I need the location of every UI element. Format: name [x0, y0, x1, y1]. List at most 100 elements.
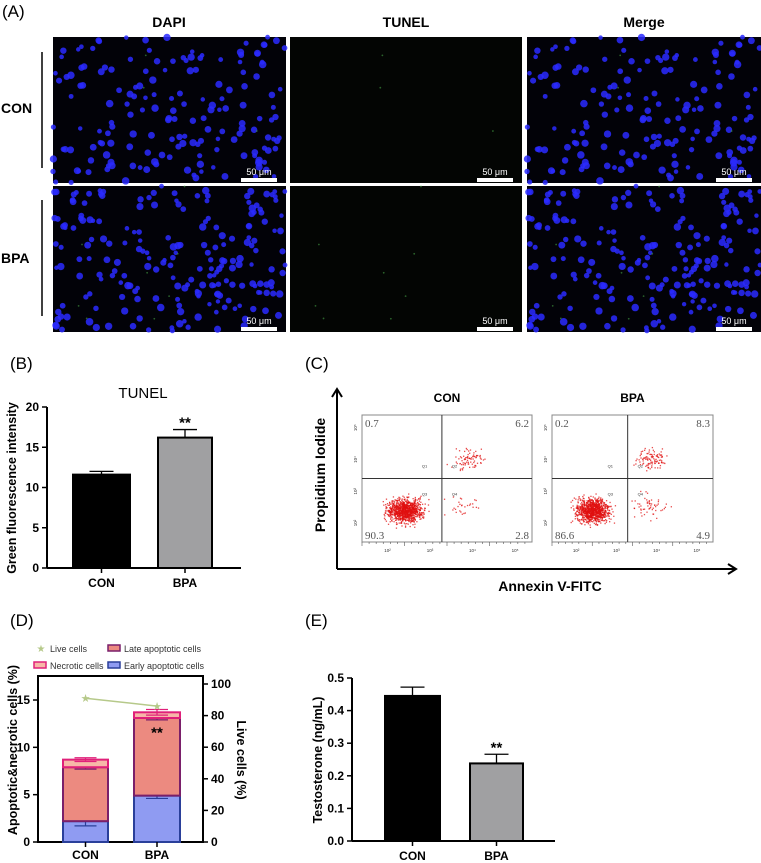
- flow-event-dot: [643, 508, 646, 510]
- flow-event-dot: [579, 506, 581, 508]
- flow-event-dot: [385, 505, 387, 508]
- scale-bar: [716, 178, 752, 182]
- panel-label-e: (E): [305, 611, 328, 630]
- nucleus-dot: [149, 76, 157, 84]
- nucleus-dot: [650, 319, 659, 328]
- nucleus-dot: [228, 264, 236, 272]
- nucleus-dot: [236, 48, 245, 56]
- flow-event-dot: [394, 512, 396, 514]
- flow-event-dot: [464, 512, 466, 514]
- flow-event-dot: [411, 509, 413, 512]
- flow-event-dot: [607, 506, 609, 509]
- flow-event-dot: [410, 508, 413, 511]
- flow-event-dot: [461, 468, 463, 470]
- y-tick-label: 0.0: [327, 834, 344, 848]
- flow-event-dot: [599, 513, 601, 516]
- flow-event-dot: [404, 500, 407, 502]
- flow-event-dot: [596, 524, 599, 526]
- flow-event-dot: [401, 503, 403, 505]
- flow-event-dot: [469, 449, 472, 451]
- flow-event-dot: [602, 514, 605, 517]
- x-tick-label: 10⁴: [469, 548, 476, 553]
- flow-event-dot: [414, 496, 416, 499]
- flow-event-dot: [479, 462, 482, 464]
- flow-event-dot: [601, 498, 604, 500]
- nucleus-dot: [124, 281, 132, 290]
- y-tick-label: 10⁵: [543, 424, 548, 431]
- nucleus-dot: [527, 241, 533, 247]
- nucleus-dot: [683, 282, 691, 289]
- flow-event-dot: [581, 505, 584, 507]
- nucleus-dot: [208, 266, 214, 272]
- flow-event-dot: [581, 513, 583, 515]
- flow-event-dot: [603, 512, 605, 514]
- nucleus-dot: [547, 167, 555, 175]
- nucleus-dot: [694, 128, 700, 135]
- flow-event-dot: [590, 502, 592, 505]
- flow-event-dot: [657, 456, 659, 458]
- flow-event-dot: [604, 516, 606, 518]
- flow-event-dot: [582, 506, 584, 508]
- nucleus-dot: [59, 54, 64, 60]
- flow-event-dot: [407, 514, 409, 517]
- column-label-tunel: TUNEL: [383, 14, 430, 30]
- flow-event-dot: [577, 506, 579, 509]
- flow-event-dot: [461, 463, 463, 466]
- flow-event-dot: [412, 498, 414, 500]
- flow-event-dot: [639, 463, 642, 466]
- flow-event-dot: [390, 503, 392, 505]
- flow-event-dot: [408, 518, 410, 520]
- nucleus-dot: [77, 126, 83, 131]
- nucleus-dot: [88, 236, 95, 243]
- flow-event-dot: [649, 453, 651, 456]
- flow-event-dot: [654, 459, 656, 461]
- flow-event-dot: [603, 502, 606, 504]
- y-tick-label: 0.2: [327, 769, 344, 783]
- nucleus-dot: [272, 228, 277, 234]
- nucleus-dot: [566, 323, 575, 332]
- flow-event-dot: [595, 502, 598, 504]
- flow-event-dot: [392, 500, 395, 502]
- nucleus-dot: [617, 68, 624, 75]
- flow-event-dot: [598, 515, 601, 518]
- nucleus-dot: [687, 244, 694, 251]
- flow-event-dot: [413, 501, 416, 503]
- tunel-positive-dot: [85, 317, 88, 320]
- flow-event-dot: [589, 504, 591, 506]
- flow-event-dot: [420, 518, 422, 520]
- flow-event-dot: [473, 460, 476, 462]
- flow-event-dot: [601, 499, 604, 501]
- nucleus-dot: [720, 222, 728, 230]
- nucleus-dot: [716, 83, 723, 90]
- nucleus-dot: [137, 238, 143, 243]
- nucleus-dot: [625, 104, 634, 112]
- nucleus-dot: [606, 288, 613, 295]
- nucleus-dot: [718, 192, 726, 200]
- flow-event-dot: [610, 513, 612, 515]
- flow-event-dot: [480, 448, 483, 450]
- nucleus-dot: [626, 92, 632, 98]
- nucleus-dot: [93, 305, 99, 312]
- flow-event-dot: [418, 498, 420, 500]
- nucleus-dot: [667, 66, 674, 73]
- flow-event-dot: [390, 508, 393, 510]
- flow-event-dot: [403, 517, 405, 519]
- flow-event-dot: [589, 515, 592, 517]
- nucleus-dot: [698, 278, 704, 284]
- flow-event-dot: [398, 514, 401, 516]
- flow-event-dot: [406, 504, 409, 507]
- micrograph-background: [527, 186, 761, 332]
- flow-event-dot: [589, 517, 591, 519]
- flow-event-dot: [406, 513, 409, 516]
- flow-event-dot: [595, 501, 597, 504]
- flow-event-dot: [586, 506, 589, 509]
- y-tick-label: 10⁵: [353, 424, 358, 431]
- nucleus-dot: [547, 190, 553, 196]
- flow-event-dot: [599, 509, 602, 511]
- nucleus-dot: [527, 70, 532, 76]
- flow-event-dot: [467, 455, 469, 458]
- nucleus-dot: [163, 33, 171, 42]
- flow-event-dot: [400, 515, 402, 517]
- flow-event-dot: [407, 517, 409, 519]
- flow-event-dot: [399, 507, 401, 509]
